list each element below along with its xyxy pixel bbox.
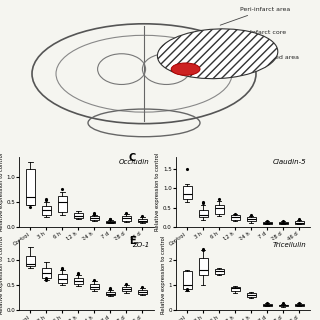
Text: C: C — [129, 153, 136, 163]
PathPatch shape — [183, 271, 192, 289]
Ellipse shape — [157, 29, 278, 79]
Text: Tricellulin: Tricellulin — [273, 242, 306, 248]
PathPatch shape — [90, 216, 99, 220]
PathPatch shape — [26, 169, 35, 204]
PathPatch shape — [106, 221, 115, 223]
PathPatch shape — [231, 215, 240, 220]
Y-axis label: Relative expression to control: Relative expression to control — [161, 236, 165, 314]
Text: Time after stroke: Time after stroke — [72, 255, 117, 260]
PathPatch shape — [199, 258, 208, 275]
PathPatch shape — [215, 204, 224, 213]
Text: Occludin: Occludin — [119, 159, 149, 165]
Ellipse shape — [171, 63, 200, 75]
Y-axis label: Relative expression to control: Relative expression to control — [0, 153, 4, 231]
Text: ZO-1: ZO-1 — [132, 242, 149, 248]
PathPatch shape — [295, 221, 304, 224]
PathPatch shape — [58, 274, 67, 283]
PathPatch shape — [263, 222, 272, 224]
PathPatch shape — [247, 217, 256, 221]
PathPatch shape — [138, 219, 147, 222]
PathPatch shape — [58, 196, 67, 212]
PathPatch shape — [183, 186, 192, 199]
PathPatch shape — [42, 268, 51, 278]
Text: Quantified area: Quantified area — [198, 54, 299, 69]
Text: Peri-infarct area: Peri-infarct area — [220, 7, 290, 25]
Text: Time after stroke: Time after stroke — [228, 255, 274, 260]
PathPatch shape — [42, 206, 51, 215]
PathPatch shape — [199, 210, 208, 217]
PathPatch shape — [263, 304, 272, 306]
PathPatch shape — [231, 286, 240, 291]
PathPatch shape — [215, 269, 224, 274]
PathPatch shape — [74, 278, 83, 284]
Text: Infarct core: Infarct core — [233, 30, 286, 45]
Text: Claudin-5: Claudin-5 — [273, 159, 306, 165]
PathPatch shape — [138, 290, 147, 294]
PathPatch shape — [26, 256, 35, 266]
PathPatch shape — [247, 293, 256, 297]
PathPatch shape — [279, 305, 288, 306]
PathPatch shape — [90, 284, 99, 289]
PathPatch shape — [279, 222, 288, 224]
PathPatch shape — [122, 216, 131, 221]
Text: E: E — [129, 236, 136, 246]
PathPatch shape — [122, 287, 131, 291]
PathPatch shape — [74, 213, 83, 218]
Y-axis label: Relative expression to control: Relative expression to control — [0, 236, 4, 314]
Y-axis label: Relative expression to control: Relative expression to control — [155, 153, 160, 231]
PathPatch shape — [106, 292, 115, 295]
PathPatch shape — [295, 304, 304, 306]
